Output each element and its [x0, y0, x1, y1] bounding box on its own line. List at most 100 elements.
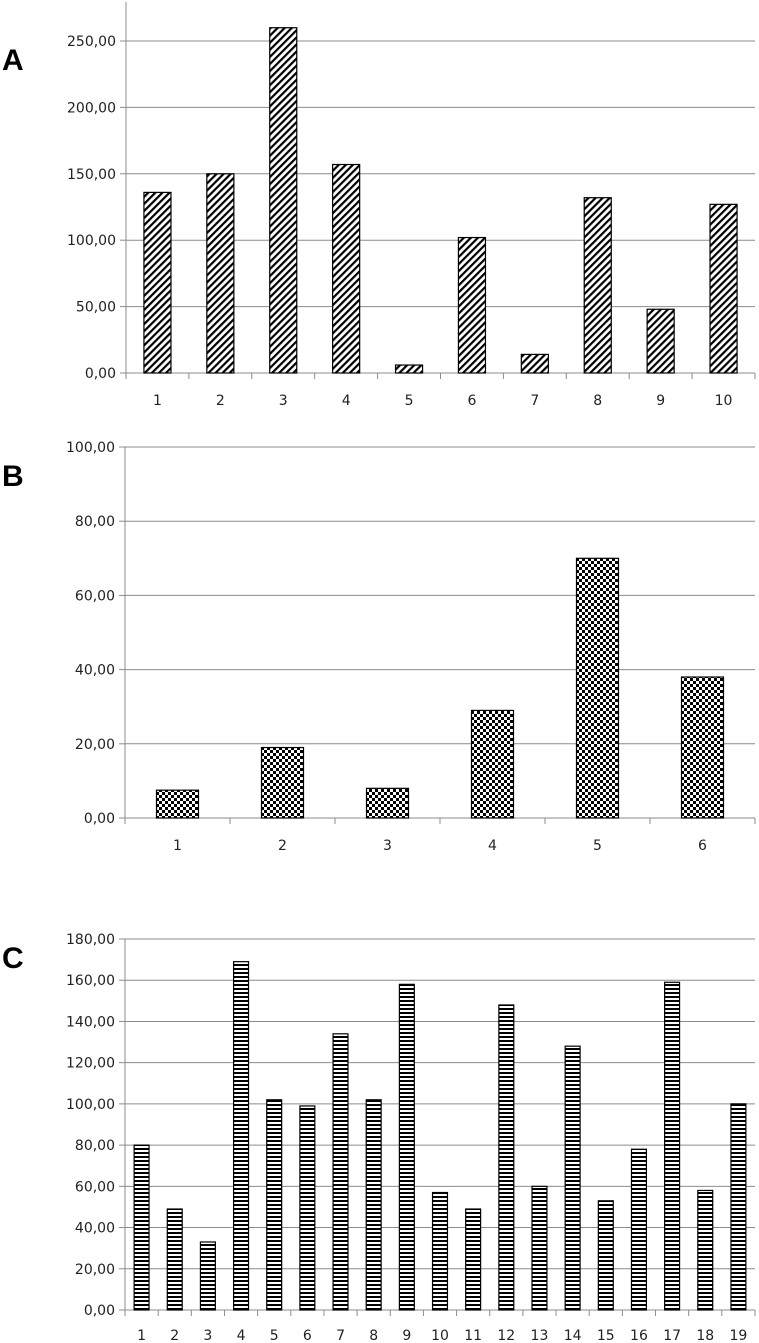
bar [646, 308, 675, 374]
x-tick-label: 8 [593, 393, 602, 409]
panel-c-y-ticks: 0,00 20,00 40,00 60,00 80,00 100,00 120,00 140,… [66, 932, 115, 1319]
panel-c-bars [133, 961, 747, 1311]
y-tick-label: 140,00 [66, 1014, 115, 1030]
bar [498, 1004, 515, 1311]
bar [575, 557, 620, 819]
y-tick-label: 100,00 [66, 1097, 115, 1113]
x-tick-label: 2 [170, 1328, 179, 1343]
bar [583, 197, 612, 374]
panel-a-bars [143, 27, 738, 374]
x-tick-label: 6 [467, 393, 476, 409]
x-tick-label: 4 [488, 838, 497, 854]
y-tick-label: 50,00 [76, 300, 116, 316]
x-tick-label: 6 [303, 1328, 312, 1343]
bar [365, 1099, 382, 1311]
y-tick-label: 150,00 [67, 167, 116, 183]
x-tick-label: 17 [663, 1328, 681, 1343]
y-tick-label: 60,00 [75, 1179, 115, 1195]
bar [709, 203, 738, 374]
bar [365, 787, 410, 819]
bar [269, 27, 298, 374]
x-tick-label: 19 [730, 1328, 748, 1343]
x-tick-label: 5 [593, 838, 602, 854]
x-tick-label: 3 [279, 393, 288, 409]
x-tick-label: 14 [564, 1328, 582, 1343]
bar [332, 163, 361, 374]
y-tick-label: 60,00 [75, 588, 115, 604]
panel-c-label: C [2, 942, 24, 975]
x-tick-label: 2 [216, 393, 225, 409]
panel-c-x-ticks: 1 2 3 4 5 6 7 8 9 10 11 12 13 14 15 16 17 18 19 [137, 1328, 747, 1343]
x-tick-label: 3 [383, 838, 392, 854]
bar [232, 961, 250, 1311]
bar [465, 1208, 482, 1311]
x-tick-label: 1 [153, 393, 162, 409]
bar [520, 353, 549, 374]
y-tick-label: 250,00 [67, 34, 116, 50]
bar [457, 236, 487, 374]
bar [394, 364, 424, 374]
y-tick-label: 20,00 [75, 1262, 115, 1278]
x-tick-label: 10 [431, 1328, 449, 1343]
bar [697, 1189, 714, 1311]
x-tick-label: 2 [278, 838, 287, 854]
bar [332, 1033, 349, 1311]
bar [266, 1099, 283, 1311]
y-tick-label: 180,00 [66, 932, 115, 948]
bar [664, 981, 681, 1311]
y-tick-label: 100,00 [66, 440, 115, 456]
x-tick-label: 18 [696, 1328, 714, 1343]
y-tick-label: 80,00 [75, 1138, 115, 1154]
panel-b-grid [119, 446, 756, 824]
y-tick-label: 80,00 [75, 514, 115, 530]
y-tick-label: 40,00 [75, 1221, 115, 1237]
panel-a-y-ticks: 0,00 50,00 100,00 150,00 200,00 250,00 [67, 34, 116, 382]
bar [564, 1045, 581, 1311]
bar [470, 709, 515, 819]
x-tick-label: 6 [698, 838, 707, 854]
panel-a-label: A [2, 44, 24, 77]
x-tick-label: 9 [402, 1328, 411, 1343]
bar [730, 1103, 747, 1311]
y-tick-label: 160,00 [66, 973, 115, 989]
bar [199, 1241, 216, 1311]
x-tick-label: 15 [597, 1328, 615, 1343]
x-tick-label: 9 [656, 393, 665, 409]
x-tick-label: 1 [137, 1328, 146, 1343]
x-tick-label: 4 [237, 1328, 246, 1343]
bar [431, 1191, 449, 1311]
x-tick-label: 4 [342, 393, 351, 409]
y-tick-label: 40,00 [75, 663, 115, 679]
x-tick-label: 11 [464, 1328, 482, 1343]
panel-b-y-ticks: 0,00 20,00 40,00 60,00 80,00 100,00 [66, 440, 115, 827]
x-tick-label: 7 [530, 393, 539, 409]
x-tick-label: 3 [203, 1328, 212, 1343]
bar [206, 173, 235, 374]
x-tick-label: 13 [531, 1328, 549, 1343]
bar [680, 676, 725, 819]
x-tick-label: 16 [630, 1328, 648, 1343]
panel-c: C 0,0020,0040,0060,0080,00100,00120,0014… [2, 932, 756, 1343]
bar [155, 789, 200, 819]
panel-b-label: B [2, 460, 24, 493]
x-tick-label: 12 [497, 1328, 515, 1343]
y-tick-label: 0,00 [85, 366, 116, 382]
bar [166, 1208, 183, 1311]
x-tick-label: 5 [270, 1328, 279, 1343]
x-tick-label: 1 [173, 838, 182, 854]
y-tick-label: 120,00 [66, 1056, 115, 1072]
bar [597, 1200, 614, 1311]
y-tick-label: 0,00 [84, 1303, 115, 1319]
panel-b-bars [155, 557, 725, 819]
bar [299, 1105, 316, 1311]
x-tick-label: 8 [369, 1328, 378, 1343]
y-tick-label: 200,00 [67, 100, 116, 116]
panel-a: A 0,00 50,00 100,00 150,00 200,00 250,00 1 2 3 4… [2, 2, 756, 409]
y-tick-label: 0,00 [84, 811, 115, 827]
x-tick-label: 10 [715, 393, 733, 409]
bar [143, 191, 172, 374]
panel-b: B 0,00 20,00 40,00 60,00 80,00 100,00 1 2 3 4 5 6 [2, 440, 756, 854]
bar [133, 1144, 150, 1311]
x-tick-label: 5 [405, 393, 414, 409]
